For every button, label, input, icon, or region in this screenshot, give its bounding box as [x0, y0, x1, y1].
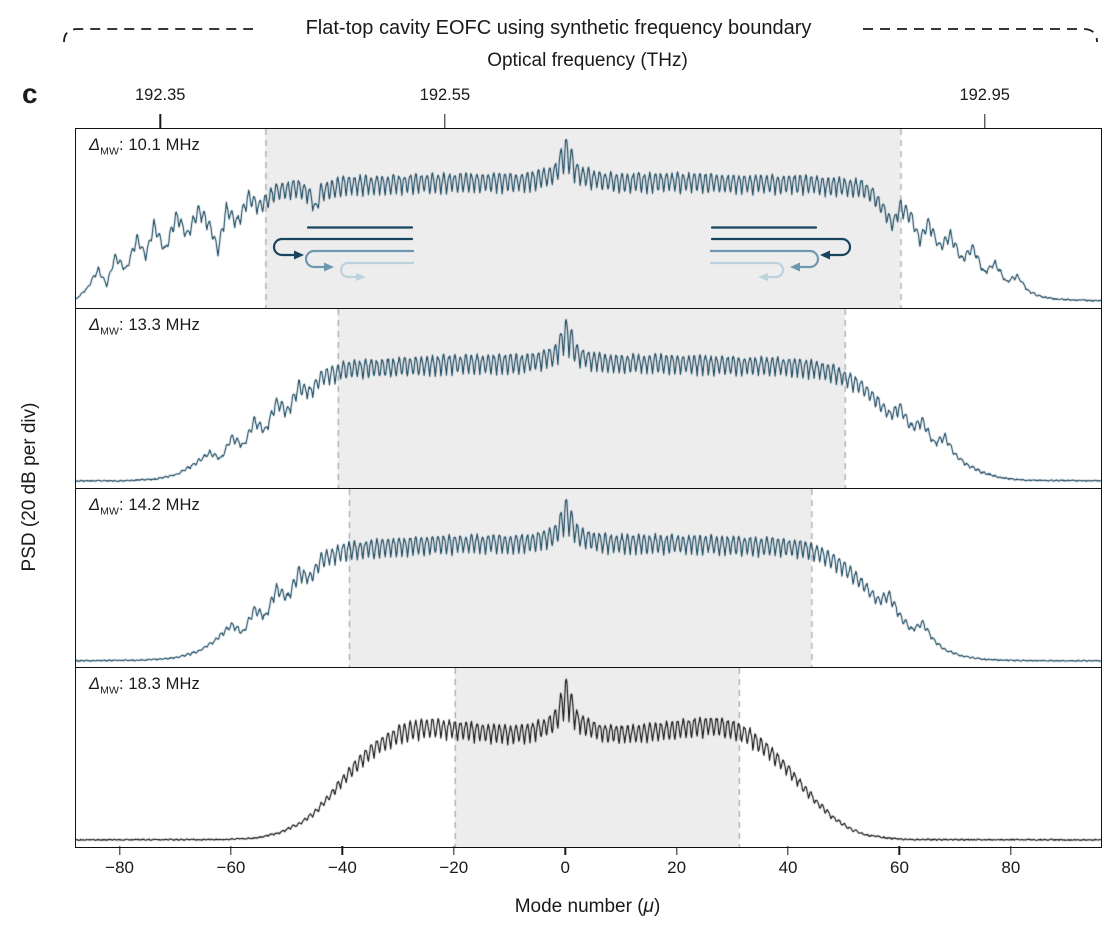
- x-axis-label-suffix: ): [653, 896, 661, 917]
- top-tick-label: 192.35: [134, 86, 186, 104]
- delta-mw-label-2: ΔMW: 13.3 MHz: [89, 316, 200, 337]
- delta-mw-label-1: ΔMW: 10.1 MHz: [89, 136, 200, 157]
- delta-mw-value: 14.2 MHz: [128, 495, 200, 514]
- delta-symbol: Δ: [89, 136, 101, 154]
- label-separator: :: [119, 495, 129, 514]
- spectrum-trace-2: [76, 308, 1101, 488]
- panel-letter: c: [22, 78, 38, 109]
- bottom-tick-label: −60: [216, 858, 246, 877]
- bottom-tick-label: −20: [439, 858, 469, 877]
- bottom-tick-mark: [1010, 846, 1012, 855]
- bottom-tick-label: 60: [889, 858, 909, 877]
- spectrum-panel-4: ΔMW: 18.3 MHz: [76, 667, 1101, 847]
- delta-symbol: Δ: [89, 315, 101, 334]
- bottom-tick-label: 80: [1001, 858, 1021, 877]
- label-separator: :: [119, 315, 129, 334]
- delta-mw-label-4: ΔMW: 18.3 MHz: [89, 675, 200, 696]
- bottom-tick-mark: [230, 846, 232, 855]
- recirculation-arrows-right-icon: [710, 226, 852, 281]
- bottom-tick-mark: [453, 846, 455, 855]
- bottom-tick-label: −40: [327, 858, 357, 877]
- delta-subscript: MW: [100, 145, 120, 158]
- spectrum-trace-1: [76, 129, 1101, 308]
- delta-symbol: Δ: [89, 675, 101, 694]
- delta-mw-label-3: ΔMW: 14.2 MHz: [89, 496, 200, 517]
- top-tick-mark: [444, 114, 446, 128]
- spectrum-panel-1: ΔMW: 10.1 MHz: [76, 129, 1101, 308]
- y-axis-label: PSD (20 dB per div): [19, 402, 40, 572]
- recirculation-arrows-left-icon: [272, 226, 414, 281]
- spectrum-panel-2: ΔMW: 13.3 MHz: [76, 307, 1101, 488]
- label-separator: :: [119, 675, 129, 694]
- top-tick-label: 192.95: [959, 86, 1010, 104]
- delta-mw-value: 13.3 MHz: [128, 315, 200, 334]
- bottom-tick-label: −80: [105, 858, 134, 877]
- spectrum-trace-4: [76, 668, 1101, 847]
- mu-symbol: μ: [643, 896, 654, 917]
- bottom-tick-mark: [898, 846, 901, 855]
- bottom-tick-mark: [341, 846, 344, 855]
- top-tick-mark: [159, 114, 161, 128]
- delta-subscript: MW: [100, 684, 120, 697]
- brace-annotation: [63, 28, 1098, 43]
- plot-area: ΔMW: 10.1 MHz ΔMW: 1: [75, 128, 1102, 848]
- top-axis-title: Optical frequency (THz): [487, 50, 688, 71]
- x-axis-label-prefix: Mode number (: [514, 896, 644, 917]
- label-separator: :: [119, 136, 129, 154]
- bottom-tick-mark: [118, 846, 121, 855]
- delta-symbol: Δ: [89, 495, 101, 514]
- bottom-tick-label: 20: [667, 858, 687, 877]
- top-tick-mark: [983, 114, 986, 128]
- bottom-tick-mark: [787, 846, 789, 855]
- brace-label: Flat-top cavity EOFC using synthetic fre…: [305, 17, 812, 39]
- delta-subscript: MW: [100, 504, 120, 517]
- delta-mw-value: 18.3 MHz: [128, 675, 200, 694]
- bottom-tick-mark: [675, 846, 678, 855]
- delta-mw-value: 10.1 MHz: [128, 136, 200, 154]
- top-tick-label: 192.55: [419, 86, 471, 104]
- spectrum-panel-3: ΔMW: 14.2 MHz: [76, 487, 1101, 668]
- bottom-tick-mark: [564, 846, 566, 855]
- spectrum-trace-3: [76, 488, 1101, 668]
- delta-subscript: MW: [100, 325, 120, 338]
- x-axis-label: Mode number (μ): [75, 896, 1100, 918]
- bottom-tick-label: 40: [778, 858, 798, 877]
- bottom-tick-label: 0: [560, 858, 570, 877]
